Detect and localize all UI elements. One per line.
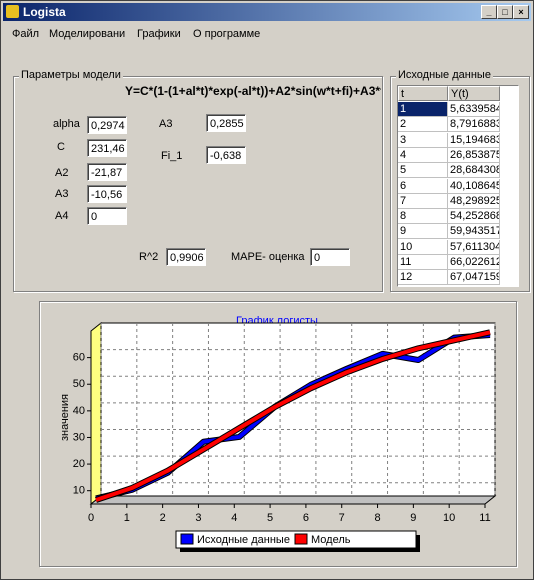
grid-cell[interactable]: 48,298925 xyxy=(448,193,500,209)
legend-swatch xyxy=(294,533,308,545)
menu-item[interactable]: Файл xyxy=(12,28,40,40)
data-grid[interactable]: t Y(t) 1 5,6339584 2 8,7916883 3 15,194683 4 26,8… xyxy=(397,85,519,287)
field-label: R^2 xyxy=(139,251,159,263)
field-label: A2 xyxy=(55,167,69,179)
grid-cell[interactable]: 67,047159 xyxy=(448,270,500,286)
legend-swatch xyxy=(180,533,194,545)
x-tick-label: 3 xyxy=(195,512,201,524)
field-input[interactable]: 231,46 xyxy=(87,139,127,157)
y-axis-label: значения xyxy=(59,394,71,441)
grid-cell[interactable]: 57,611304 xyxy=(448,239,500,255)
legend-label: Исходные данные xyxy=(197,534,290,546)
group-title: Исходные данные xyxy=(396,69,493,81)
field-label: C xyxy=(57,141,65,153)
grid-cell[interactable]: 8,7916883 xyxy=(448,117,500,133)
grid-cell[interactable]: 11 xyxy=(398,255,448,270)
x-tick-label: 2 xyxy=(160,512,166,524)
x-tick-label: 5 xyxy=(267,512,273,524)
field-label: MAPE- оценка xyxy=(231,251,305,263)
field-input[interactable]: -21,87 xyxy=(87,163,127,181)
x-tick-label: 1 xyxy=(124,512,130,524)
grid-cell[interactable]: 26,853875 xyxy=(448,147,500,163)
group-title: Параметры модели xyxy=(19,69,123,81)
floor xyxy=(89,495,497,505)
grid-cell[interactable]: 2 xyxy=(398,117,448,133)
minimize-button[interactable]: _ xyxy=(481,5,497,19)
grid-cell[interactable]: 59,943517 xyxy=(448,224,500,240)
menu-item[interactable]: Графики xyxy=(137,28,181,40)
formula: Y=C*(1-(1+al*t)*exp(-al*t))+A2*sin(w*t+f… xyxy=(125,84,381,98)
grid-cell[interactable]: 10 xyxy=(398,239,448,255)
x-tick-label: 9 xyxy=(410,512,416,524)
menu-item[interactable]: О программе xyxy=(193,28,261,40)
grid-cell[interactable]: 5,6339584 xyxy=(448,102,500,117)
field-label: Fi_1 xyxy=(161,150,183,162)
grid-cell[interactable]: 15,194683 xyxy=(448,132,500,148)
grid-cell[interactable]: 12 xyxy=(398,270,448,286)
grid-cell[interactable]: 3 xyxy=(398,132,448,148)
field-input[interactable]: 0,2855 xyxy=(206,114,246,132)
app-icon xyxy=(6,5,19,18)
x-tick-label: 4 xyxy=(231,512,237,524)
x-tick-label: 7 xyxy=(339,512,345,524)
series-line xyxy=(95,330,491,502)
field-input[interactable]: 0 xyxy=(87,207,127,225)
column-header[interactable]: t xyxy=(398,86,448,101)
left-wall xyxy=(90,321,102,506)
field-input[interactable]: -0,638 xyxy=(206,146,246,164)
field-label: A3 xyxy=(159,118,173,130)
x-tick-label: 0 xyxy=(88,512,94,524)
y-tick-label: 50 xyxy=(73,378,85,390)
title-bar: Logista _ □ × xyxy=(3,3,531,21)
column-header[interactable]: Y(t) xyxy=(448,86,500,101)
grid-cell[interactable]: 6 xyxy=(398,178,448,194)
grid-cell[interactable]: 8 xyxy=(398,209,448,225)
field-input[interactable]: 0,2974 xyxy=(87,116,127,134)
field-input[interactable]: 0 xyxy=(310,248,350,266)
maximize-button[interactable]: □ xyxy=(497,5,513,19)
field-label: alpha xyxy=(53,118,80,130)
x-tick-label: 11 xyxy=(479,512,490,524)
y-tick-label: 20 xyxy=(73,458,85,470)
window-title: Logista xyxy=(23,5,66,19)
y-tick-label: 10 xyxy=(73,485,85,497)
y-tick-label: 40 xyxy=(73,405,85,417)
grid-cell[interactable]: 5 xyxy=(398,163,448,179)
grid-cell[interactable]: 9 xyxy=(398,224,448,240)
chart-panel xyxy=(39,301,517,567)
close-button[interactable]: × xyxy=(513,5,529,19)
x-tick-label: 6 xyxy=(303,512,309,524)
grid-cell[interactable]: 40,108645 xyxy=(448,178,500,194)
grid-cell[interactable]: 28,684308 xyxy=(448,163,500,179)
field-label: A3 xyxy=(55,188,69,200)
x-tick-label: 10 xyxy=(443,512,455,524)
grid-cell[interactable]: 66,022612 xyxy=(448,255,500,270)
y-tick-label: 30 xyxy=(73,431,85,443)
x-tick-label: 8 xyxy=(374,512,380,524)
legend-label: Модель xyxy=(311,534,351,546)
field-input[interactable]: -10,56 xyxy=(87,185,127,203)
params-group xyxy=(13,76,383,292)
grid-cell[interactable]: 4 xyxy=(398,147,448,163)
field-input[interactable]: 0,9906 xyxy=(166,248,206,266)
menu-item[interactable]: Моделировани xyxy=(49,28,126,40)
y-tick-label: 60 xyxy=(73,352,85,364)
grid-cell[interactable]: 54,252868 xyxy=(448,209,500,225)
field-label: A4 xyxy=(55,210,69,222)
grid-cell[interactable]: 1 xyxy=(398,102,448,117)
grid-cell[interactable]: 7 xyxy=(398,193,448,209)
